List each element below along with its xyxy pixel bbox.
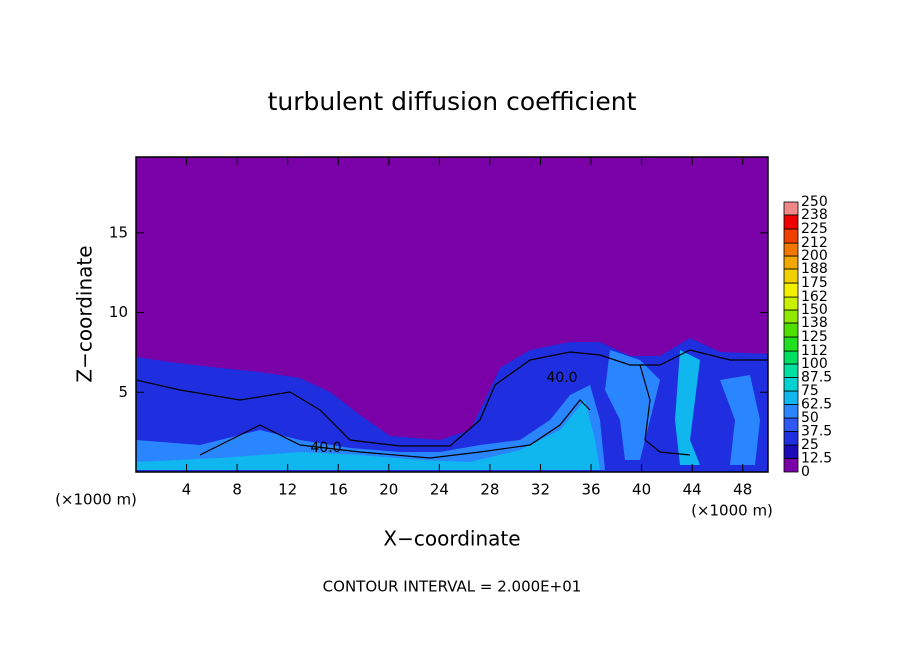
contour-line (639, 364, 691, 456)
colorbar-label: 112 (801, 343, 828, 359)
colorbar-swatch (783, 363, 799, 378)
colorbar-swatch (783, 242, 799, 257)
contour-interval-note: CONTOUR INTERVAL = 2.000E+01 (323, 578, 582, 596)
x-tick-label: 48 (733, 481, 752, 499)
colorbar-label: 175 (801, 275, 828, 291)
field: 40.0 40.0 (135, 157, 768, 472)
plot-frame (135, 156, 769, 473)
x-tick-label: 16 (329, 481, 348, 499)
colorbar-label: 250 (801, 194, 828, 210)
colorbar-swatch (783, 296, 799, 311)
x-unit-label: (×1000 m) (691, 502, 773, 520)
y-tick-label: 15 (109, 223, 128, 241)
colorbar-label: 87.5 (801, 370, 832, 386)
contour-label: 40.0 (546, 370, 577, 386)
colorbar-swatch (783, 417, 799, 432)
field-region (136, 400, 600, 470)
colorbar-swatch (783, 377, 799, 392)
colorbar-label: 37.5 (801, 424, 832, 440)
field-region (675, 350, 700, 465)
colorbar-swatch (783, 444, 799, 459)
x-tick-label: 40 (632, 481, 651, 499)
colorbar-swatch (783, 228, 799, 244)
x-tick-label: 28 (480, 481, 499, 499)
y-tick-label: 10 (109, 303, 128, 321)
colorbar-swatch (783, 201, 799, 216)
colorbar-swatch (783, 458, 799, 473)
colorbar-label: 162 (801, 289, 828, 305)
x-tick-label: 44 (683, 481, 702, 499)
colorbar-label: 238 (801, 207, 828, 223)
colorbar-label: 225 (801, 221, 828, 237)
x-tick-label: 8 (232, 481, 242, 499)
colorbar-label: 75 (801, 383, 819, 399)
colorbar-swatch (783, 404, 799, 419)
x-tick-label: 32 (531, 481, 550, 499)
colorbar-swatch (783, 309, 799, 324)
x-tick-label: 12 (278, 481, 297, 499)
colorbar-swatch (783, 255, 799, 270)
colorbar-label: 188 (801, 261, 828, 277)
x-tick-label: 20 (379, 481, 398, 499)
x-axis-title: X−coordinate (383, 527, 520, 551)
colorbar-swatch (783, 431, 799, 446)
colorbar-label: 125 (801, 329, 828, 345)
contour-label: 40.0 (310, 440, 341, 456)
field-region (136, 385, 605, 470)
colorbar-label: 0 (801, 464, 810, 480)
contour-line (135, 349, 768, 447)
colorbar-label: 150 (801, 302, 828, 318)
x-unit-label: (×1000 m) (55, 491, 137, 509)
colorbar-label: 100 (801, 356, 828, 372)
colorbar-swatch (783, 390, 799, 405)
x-tick-label: 24 (430, 481, 449, 499)
chart-title: turbulent diffusion coefficient (268, 87, 637, 116)
colorbar-label: 25 (801, 437, 819, 453)
colorbar-label: 138 (801, 315, 828, 331)
y-axis-title: Z−coordinate (73, 245, 97, 382)
colorbar-swatch (783, 282, 799, 298)
colorbar-swatch (783, 350, 799, 365)
colorbar-label: 50 (801, 410, 819, 426)
colorbar-swatch (783, 336, 799, 352)
colorbar-label: 12.5 (801, 451, 832, 467)
x-tick-label: 36 (581, 481, 600, 499)
contour-line (199, 399, 591, 459)
colorbar-swatch (783, 322, 799, 338)
colorbar-swatch (783, 214, 799, 230)
colorbar-label: 62.5 (801, 397, 832, 413)
colorbar-swatch (783, 268, 799, 284)
colorbar-label: 200 (801, 248, 828, 264)
colorbar-label: 212 (801, 235, 828, 251)
field-region (720, 375, 760, 465)
y-tick-label: 5 (118, 383, 128, 401)
x-tick-label: 4 (182, 481, 192, 499)
